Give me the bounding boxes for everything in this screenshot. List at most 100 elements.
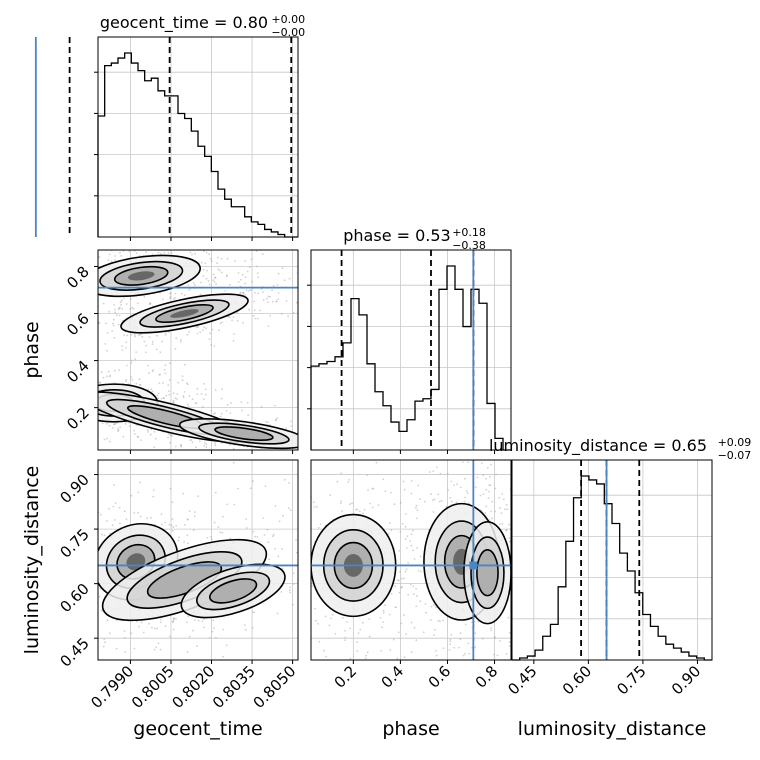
- sample-point: [357, 632, 360, 635]
- sample-point: [170, 435, 173, 438]
- sample-point: [400, 577, 403, 580]
- sample-point: [65, 405, 67, 407]
- sample-point: [306, 521, 308, 523]
- sample-point: [380, 649, 382, 652]
- sample-point: [154, 437, 157, 440]
- sample-point: [118, 369, 121, 371]
- sample-point: [292, 572, 295, 575]
- sample-point: [53, 383, 55, 385]
- sample-point: [237, 487, 240, 490]
- sample-point: [186, 651, 189, 654]
- contour-line: [178, 417, 298, 450]
- sample-point: [200, 261, 203, 264]
- sample-point: [135, 351, 138, 353]
- sample-point: [267, 451, 269, 453]
- sample-point: [85, 611, 87, 613]
- sample-point: [61, 306, 63, 308]
- sample-point: [186, 518, 189, 521]
- sample-point: [137, 511, 139, 514]
- sample-point: [186, 333, 189, 336]
- sample-point: [117, 427, 119, 430]
- sample-point: [137, 491, 140, 494]
- panel-title-phase: phase = 0.53: [343, 226, 450, 245]
- panel-frame: [97, 36, 299, 238]
- sample-point: [322, 457, 324, 459]
- sample-point: [255, 250, 258, 252]
- sample-point: [188, 395, 191, 397]
- sample-point: [85, 254, 87, 256]
- sample-point: [463, 500, 466, 503]
- sample-point: [60, 422, 62, 424]
- sample-point: [305, 568, 307, 570]
- sample-point: [172, 628, 175, 631]
- sample-point: [70, 573, 72, 575]
- sample-point: [173, 617, 176, 620]
- sample-point: [85, 396, 87, 398]
- sample-point: [332, 666, 334, 668]
- sample-point: [438, 500, 441, 503]
- sample-point: [150, 388, 153, 390]
- sample-point: [490, 627, 492, 630]
- sample-point: [91, 277, 93, 279]
- sample-point: [188, 510, 191, 513]
- sample-point: [366, 474, 369, 477]
- sample-point: [265, 420, 267, 423]
- sample-point: [267, 301, 269, 303]
- sample-point: [221, 531, 224, 534]
- sample-point: [112, 318, 115, 321]
- contour-line: [113, 265, 169, 286]
- sample-point: [272, 284, 275, 287]
- sample-point: [147, 364, 150, 367]
- sample-point: [134, 335, 137, 338]
- sample-point: [117, 323, 120, 326]
- density-content: [70, 461, 307, 660]
- sample-point: [450, 500, 453, 503]
- sample-point: [130, 362, 133, 364]
- y-tick-label-phase: 0.6: [63, 310, 93, 340]
- sample-point: [45, 363, 47, 365]
- histogram-step: [310, 265, 511, 451]
- sample-point: [87, 550, 89, 552]
- sample-point: [130, 359, 133, 362]
- sample-point: [34, 282, 36, 284]
- sample-point: [447, 489, 450, 491]
- sample-point: [151, 626, 153, 629]
- sample-point: [95, 237, 97, 239]
- panel-frame: [310, 249, 512, 451]
- sample-point: [193, 619, 196, 621]
- sample-point: [289, 591, 291, 594]
- sample-point: [212, 619, 215, 622]
- sample-point: [68, 241, 70, 243]
- sample-point: [56, 368, 58, 370]
- sample-point: [199, 331, 202, 333]
- sample-point: [149, 433, 152, 436]
- x-tick-label-luminosity_distance: 0.75: [613, 662, 649, 698]
- y-tick-label-phase: 0.2: [63, 404, 93, 434]
- x-tick-label-phase: 0.2: [331, 662, 361, 692]
- sample-point: [169, 434, 172, 436]
- sample-point: [107, 370, 110, 373]
- sample-point: [453, 700, 455, 702]
- sample-point: [114, 423, 116, 425]
- hist-panel-luminosity_distance: luminosity_distance = 0.65 +0.09−0.07: [489, 436, 751, 661]
- sample-point: [157, 642, 160, 645]
- sample-point: [506, 668, 508, 670]
- sample-point: [304, 450, 306, 452]
- sample-point: [363, 508, 366, 511]
- sample-point: [210, 409, 213, 412]
- sample-point: [410, 651, 413, 654]
- sample-point: [252, 611, 254, 613]
- sample-point: [296, 301, 298, 304]
- sample-point: [141, 335, 144, 338]
- sample-point: [182, 396, 185, 399]
- sample-point: [119, 522, 121, 525]
- sample-point: [210, 344, 213, 346]
- sample-point: [498, 496, 500, 499]
- sample-point: [151, 390, 154, 393]
- sample-point: [242, 292, 245, 294]
- sample-point: [349, 627, 351, 630]
- sample-point: [82, 306, 84, 308]
- sample-point: [161, 340, 164, 343]
- sample-point: [365, 654, 367, 657]
